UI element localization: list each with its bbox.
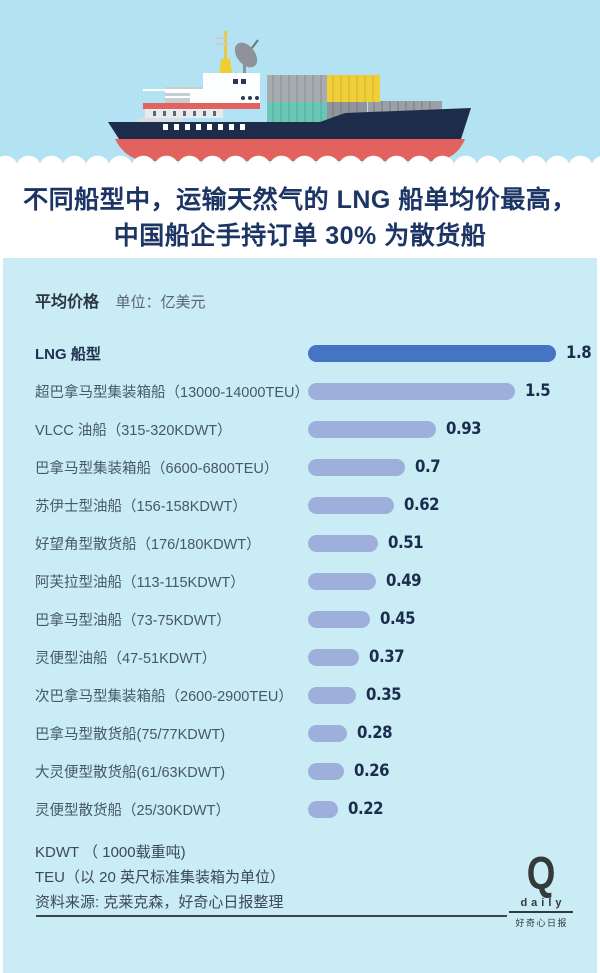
chart-row-label: LNG 船型: [35, 345, 101, 363]
footnotes: KDWT （ 1000载重吨) TEU（以 20 英尺标准集装箱为单位）: [35, 840, 285, 890]
chart-bar-value: 0.51: [388, 533, 424, 553]
chart-bar: [308, 762, 344, 780]
chart-unit-label: 单位：亿美元: [115, 294, 206, 311]
chart-bar: [308, 648, 359, 666]
chart-row-label: 好望角型散货船（176/180KDWT）: [35, 536, 261, 553]
chart-bar-value: 0.45: [380, 609, 416, 629]
chart-row-label: 阿芙拉型油船（113-115KDWT）: [35, 574, 245, 591]
chart-row: 阿芙拉型油船（113-115KDWT） 0.49: [3, 562, 597, 600]
chart-bar: [308, 534, 378, 552]
qdaily-q-mark: Q: [526, 847, 556, 899]
chart-bar-value: 0.49: [386, 571, 422, 591]
chart-row-label: 巴拿马型散货船(75/77KDWT): [35, 726, 226, 743]
wave-scallop-edge: [0, 154, 600, 168]
chart-bar: [308, 686, 356, 704]
chart-bar: [308, 800, 338, 818]
chart-row-label: 次巴拿马型集装箱船（2600-2900TEU）: [35, 688, 293, 705]
chart-row-label: 巴拿马型油船（73-75KDWT）: [35, 612, 231, 629]
chart-row: 苏伊士型油船（156-158KDWT） 0.62: [3, 486, 597, 524]
chart-row-label: VLCC 油船（315-320KDWT）: [35, 422, 232, 439]
ship-mast: [215, 31, 228, 61]
chart-bar-value: 0.37: [369, 647, 405, 667]
chart-bar: [308, 610, 370, 628]
chart-row: 灵便型油船（47-51KDWT） 0.37: [3, 638, 597, 676]
chart-rows: LNG 船型 1.8 超巴拿马型集装箱船（13000-14000TEU） 1.5 VLC…: [3, 334, 597, 828]
chart-bar-value: 0.28: [357, 723, 393, 743]
chart-row: 灵便型散货船（25/30KDWT） 0.22: [3, 790, 597, 828]
ship-superstructure: [143, 73, 260, 107]
chart-row-label: 巴拿马型集装箱船（6600-6800TEU）: [35, 460, 279, 477]
poster-title-line2: 中国船企手持订单 30% 为散货船: [113, 222, 487, 250]
chart-bar: [308, 724, 347, 742]
chart-bar-value: 0.7: [415, 457, 441, 477]
chart-bar-value: 0.93: [446, 419, 482, 439]
title-band: 不同船型中，运输天然气的 LNG 船单均价最高， 中国船企手持订单 30% 为散…: [0, 168, 600, 258]
chart-row: 大灵便型散货船(61/63KDWT) 0.26: [3, 752, 597, 790]
chart-bar: [308, 382, 515, 400]
chart-row-label: 灵便型散货船（25/30KDWT）: [35, 802, 230, 819]
chart-row: 巴拿马型集装箱船（6600-6800TEU） 0.7: [3, 448, 597, 486]
cargo-ship-icon: [108, 31, 471, 161]
qdaily-logo: Q daily 好奇心日报: [509, 850, 573, 929]
chart-header: 平均价格 单位：亿美元: [3, 258, 597, 312]
poster-title-line1: 不同船型中，运输天然气的 LNG 船单均价最高，: [23, 186, 577, 214]
footnote-kdwt: KDWT （ 1000载重吨): [35, 844, 186, 861]
chart-panel: 平均价格 单位：亿美元 LNG 船型 1.8 超巴拿马型集装箱船（13000-140…: [3, 258, 597, 973]
chart-bar-value: 1.8: [566, 343, 592, 363]
chart-bar-value: 1.5: [525, 381, 551, 401]
chart-bar: [308, 572, 376, 590]
chart-row: 超巴拿马型集装箱船（13000-14000TEU） 1.5: [3, 372, 597, 410]
qdaily-cn-name: 好奇心日报: [515, 918, 568, 928]
chart-bar: [308, 420, 436, 438]
satellite-dish-icon: [234, 39, 259, 76]
qdaily-daily-text: daily: [509, 897, 573, 913]
chart-bar: [308, 458, 405, 476]
chart-row: VLCC 油船（315-320KDWT） 0.93: [3, 410, 597, 448]
sky-header: [0, 0, 600, 168]
chart-bar-value: 0.35: [366, 685, 402, 705]
chart-row: 好望角型散货船（176/180KDWT） 0.51: [3, 524, 597, 562]
chart-row: 巴拿马型油船（73-75KDWT） 0.45: [3, 600, 597, 638]
hull-deck-dashes: [163, 124, 245, 130]
chart-row-label: 苏伊士型油船（156-158KDWT）: [35, 498, 247, 515]
chart-metric-label: 平均价格: [35, 294, 100, 311]
source-line: 资料来源: 克莱克森，好奇心日报整理: [35, 894, 284, 911]
chart-row-label: 超巴拿马型集装箱船（13000-14000TEU）: [35, 384, 309, 401]
chart-bar-value: 0.22: [348, 799, 384, 819]
chart-bar-value: 0.26: [354, 761, 390, 781]
chart-row-label: 大灵便型散货船(61/63KDWT): [35, 764, 226, 781]
chart-bar-value: 0.62: [404, 495, 440, 515]
chart-bar: [308, 496, 394, 514]
footnote-teu: TEU（以 20 英尺标准集装箱为单位）: [35, 869, 286, 886]
ship-hull: [108, 108, 471, 139]
chart-bar: [308, 344, 556, 362]
chart-row-label: 灵便型油船（47-51KDWT）: [35, 650, 217, 667]
chart-row: 巴拿马型散货船(75/77KDWT) 0.28: [3, 714, 597, 752]
chart-row: LNG 船型 1.8: [3, 334, 597, 372]
chart-row: 次巴拿马型集装箱船（2600-2900TEU） 0.35: [3, 676, 597, 714]
deck-red-stripe: [143, 103, 260, 109]
footer-divider: [36, 915, 507, 917]
